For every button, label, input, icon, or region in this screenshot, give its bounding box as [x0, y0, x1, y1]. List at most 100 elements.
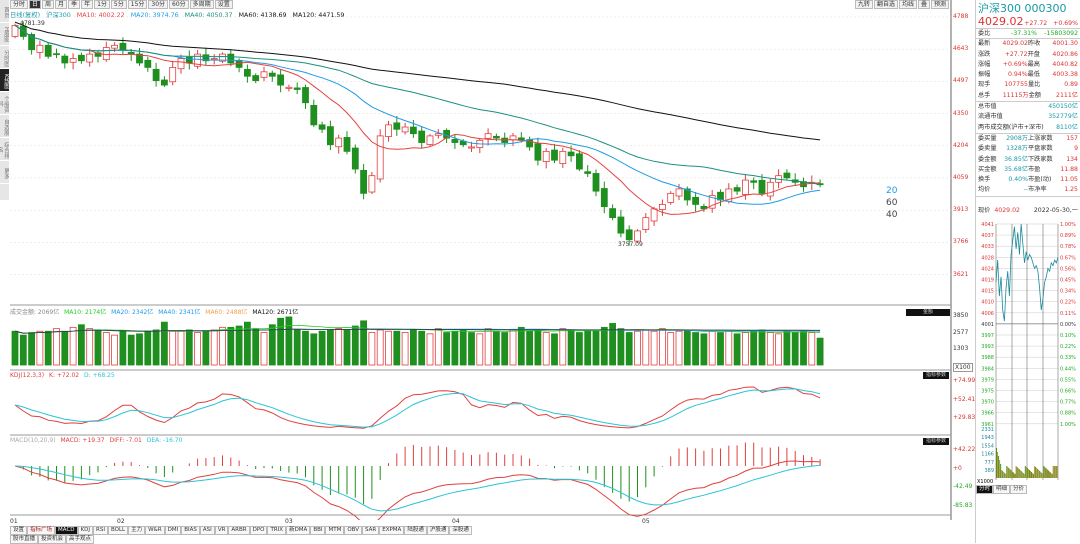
indicator-tab[interactable]: MACD	[55, 526, 78, 535]
candlestick[interactable]	[119, 42, 127, 51]
candlestick[interactable]	[617, 216, 625, 234]
indicator-tab[interactable]: BIAS	[181, 526, 200, 535]
candlestick[interactable]	[733, 187, 741, 192]
candlestick[interactable]	[609, 208, 616, 219]
intraday-tab[interactable]: 分价	[1010, 484, 1028, 494]
candlestick[interactable]	[69, 58, 77, 63]
candlestick[interactable]	[194, 53, 202, 67]
candlestick[interactable]	[766, 181, 774, 197]
period-button[interactable]: 设置	[214, 0, 233, 9]
candlestick[interactable]	[219, 53, 226, 62]
period-button[interactable]: 月	[55, 0, 68, 9]
candlestick[interactable]	[86, 53, 94, 63]
candlestick[interactable]	[501, 137, 509, 143]
candlestick[interactable]	[111, 44, 118, 49]
period-button[interactable]: 1分	[94, 0, 110, 9]
candlestick[interactable]	[185, 56, 193, 64]
candlestick[interactable]	[625, 229, 633, 241]
chart-tool-button[interactable]: 叠	[917, 0, 930, 9]
candlestick[interactable]	[675, 188, 683, 197]
candlestick[interactable]	[227, 53, 235, 64]
candlestick[interactable]	[708, 195, 716, 209]
chart-tool-button[interactable]: 均线	[898, 0, 917, 9]
candlestick[interactable]	[136, 53, 143, 64]
indicator-tab[interactable]: DPO	[249, 526, 268, 535]
candlestick[interactable]	[78, 54, 85, 62]
chart-tool-button[interactable]: 预测	[930, 0, 949, 9]
intraday-tab[interactable]: 分时	[976, 484, 994, 494]
candlestick[interactable]	[385, 124, 392, 137]
candlestick[interactable]	[318, 124, 326, 130]
candlestick[interactable]	[302, 87, 309, 104]
sidebar-item[interactable]: 更多	[0, 161, 9, 184]
sidebar-item[interactable]: K线图	[0, 69, 9, 92]
period-button[interactable]: 分时	[10, 0, 29, 9]
candlestick[interactable]	[28, 34, 36, 51]
candlestick[interactable]	[409, 126, 417, 135]
candlestick[interactable]	[169, 66, 177, 83]
candlestick[interactable]	[177, 58, 185, 70]
indicator-tab[interactable]: BBI	[310, 526, 326, 535]
indicator-tab[interactable]: 主力	[128, 526, 146, 535]
kline-chart-area[interactable]: 20 60 40 4781.39 3757.09	[0, 0, 975, 520]
candlestick[interactable]	[285, 86, 293, 89]
candlestick[interactable]	[368, 175, 376, 193]
candlestick[interactable]	[268, 72, 276, 77]
sidebar-item[interactable]: 自选股	[0, 115, 9, 138]
candlestick[interactable]	[559, 150, 567, 164]
candlestick[interactable]	[600, 188, 608, 208]
sidebar-item[interactable]: 首页	[0, 0, 9, 23]
candlestick[interactable]	[542, 150, 550, 162]
indicator-tab[interactable]: KDJ	[77, 526, 93, 535]
indicator-tab[interactable]: RSI	[93, 526, 108, 535]
candlestick[interactable]	[376, 135, 384, 180]
candlestick[interactable]	[742, 179, 749, 195]
volume-type-select[interactable]: 金额	[906, 309, 950, 316]
indicator-tab[interactable]: EXPMA	[379, 526, 405, 535]
candlestick[interactable]	[94, 52, 102, 57]
candlestick[interactable]	[750, 180, 758, 183]
candlestick[interactable]	[61, 55, 69, 64]
candlestick[interactable]	[758, 179, 766, 194]
sidebar-item[interactable]: 综合排名	[0, 138, 9, 161]
candlestick[interactable]	[667, 192, 675, 203]
candlestick[interactable]	[401, 126, 409, 133]
candlestick[interactable]	[360, 169, 368, 194]
sidebar-item[interactable]: 个股资料	[0, 92, 9, 115]
chart-tool-button[interactable]: 翻自选	[873, 0, 898, 9]
indicator-tab[interactable]: ARBR	[228, 526, 250, 535]
candlestick[interactable]	[152, 68, 160, 82]
candlestick[interactable]	[260, 71, 268, 78]
candlestick[interactable]	[692, 196, 699, 205]
candlestick[interactable]	[434, 133, 442, 136]
indicator-tab[interactable]: VR	[214, 526, 229, 535]
indicator-tab[interactable]: 指标广场	[27, 526, 56, 535]
period-button[interactable]: 季	[68, 0, 81, 9]
candlestick[interactable]	[102, 47, 110, 61]
period-button[interactable]: 60分	[169, 0, 189, 9]
indicator-tab[interactable]: 沪股通	[426, 526, 450, 535]
candlestick[interactable]	[36, 44, 44, 53]
candlestick[interactable]	[451, 139, 459, 143]
candlestick[interactable]	[144, 59, 152, 68]
candlestick[interactable]	[584, 171, 592, 174]
intraday-tab[interactable]: 明细	[993, 484, 1011, 494]
candlestick[interactable]	[326, 126, 334, 146]
indicator-tab[interactable]: 深股通	[449, 526, 472, 535]
candlestick[interactable]	[310, 105, 318, 126]
indicator-tab[interactable]: 陆股通	[404, 526, 427, 535]
candlestick[interactable]	[426, 135, 434, 145]
indicator-tab[interactable]: OBV	[344, 526, 363, 535]
candlestick[interactable]	[534, 143, 542, 161]
candlestick[interactable]	[53, 53, 60, 56]
indicator-tab[interactable]: 设置	[10, 526, 28, 535]
kdj-params-button[interactable]: 指标参数	[923, 372, 950, 379]
macd-params-button[interactable]: 指标参数	[923, 438, 950, 445]
indicator-tab[interactable]: MTM	[325, 526, 345, 535]
candlestick[interactable]	[484, 133, 492, 139]
candlestick[interactable]	[160, 79, 168, 86]
candlestick[interactable]	[11, 24, 19, 37]
candlestick[interactable]	[576, 153, 583, 170]
candlestick[interactable]	[634, 230, 641, 242]
candlestick[interactable]	[252, 75, 260, 82]
